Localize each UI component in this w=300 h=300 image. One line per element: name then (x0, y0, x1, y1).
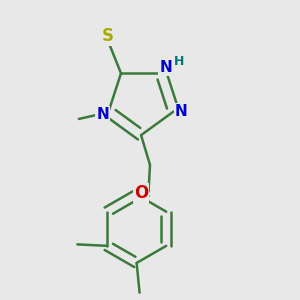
Text: N: N (96, 107, 109, 122)
Text: H: H (174, 55, 184, 68)
Text: N: N (159, 61, 172, 76)
Text: N: N (175, 104, 188, 119)
Text: O: O (134, 184, 148, 202)
Text: S: S (102, 27, 114, 45)
